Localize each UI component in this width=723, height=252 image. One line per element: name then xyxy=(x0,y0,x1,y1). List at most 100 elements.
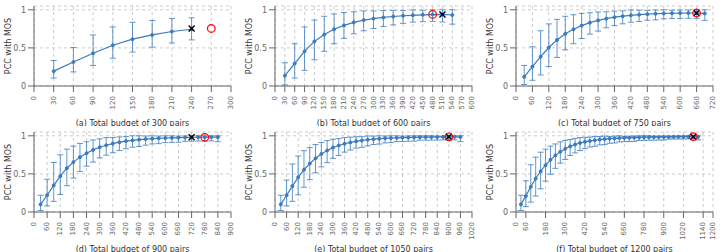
svg-text:600: 600 xyxy=(161,222,169,235)
svg-text:120: 120 xyxy=(56,222,64,235)
svg-text:720: 720 xyxy=(188,222,196,235)
svg-text:120: 120 xyxy=(109,96,117,109)
svg-text:180: 180 xyxy=(306,222,314,235)
svg-text:180: 180 xyxy=(542,222,550,235)
svg-text:1: 1 xyxy=(262,132,267,141)
svg-text:240: 240 xyxy=(578,96,586,109)
svg-text:840: 840 xyxy=(433,222,441,235)
svg-text:30: 30 xyxy=(50,96,58,105)
svg-text:540: 540 xyxy=(448,96,456,109)
svg-text:60: 60 xyxy=(291,96,299,105)
svg-text:390: 390 xyxy=(399,96,407,109)
svg-text:90: 90 xyxy=(89,96,97,105)
svg-text:900: 900 xyxy=(660,222,668,235)
svg-text:510: 510 xyxy=(438,96,446,109)
svg-text:540: 540 xyxy=(660,96,668,109)
svg-text:540: 540 xyxy=(148,222,156,235)
svg-text:900: 900 xyxy=(445,222,453,235)
svg-text:420: 420 xyxy=(581,222,589,235)
svg-text:780: 780 xyxy=(422,222,430,235)
svg-text:60: 60 xyxy=(43,222,51,231)
svg-text:420: 420 xyxy=(409,96,417,109)
svg-text:270: 270 xyxy=(360,96,368,109)
svg-text:720: 720 xyxy=(709,96,717,109)
svg-text:0: 0 xyxy=(503,82,508,91)
svg-text:240: 240 xyxy=(83,222,91,235)
svg-text:0.5: 0.5 xyxy=(495,44,508,53)
svg-text:60: 60 xyxy=(283,222,291,231)
svg-text:300: 300 xyxy=(594,96,602,109)
svg-text:0.5: 0.5 xyxy=(254,44,267,53)
svg-text:960: 960 xyxy=(456,222,464,235)
svg-text:(a) Total budget of 300 pairs: (a) Total budget of 300 pairs xyxy=(76,119,190,126)
svg-text:480: 480 xyxy=(364,222,372,235)
svg-text:300: 300 xyxy=(370,96,378,109)
svg-text:0: 0 xyxy=(30,96,38,100)
svg-text:300: 300 xyxy=(561,222,569,235)
svg-text:0: 0 xyxy=(271,96,279,100)
svg-text:PCC with MOS: PCC with MOS xyxy=(245,144,254,200)
svg-text:0.5: 0.5 xyxy=(13,170,26,179)
svg-text:600: 600 xyxy=(676,96,684,109)
svg-text:300: 300 xyxy=(96,222,104,235)
svg-text:120: 120 xyxy=(310,96,318,109)
svg-text:90: 90 xyxy=(301,96,309,105)
svg-text:270: 270 xyxy=(207,96,215,109)
svg-text:1200: 1200 xyxy=(709,222,717,240)
svg-text:480: 480 xyxy=(135,222,143,235)
svg-text:1: 1 xyxy=(503,132,508,141)
svg-text:0.5: 0.5 xyxy=(13,44,26,53)
svg-text:570: 570 xyxy=(458,96,466,109)
svg-text:1020: 1020 xyxy=(679,222,687,240)
svg-text:180: 180 xyxy=(148,96,156,109)
svg-text:PCC with MOS: PCC with MOS xyxy=(486,144,495,200)
svg-text:PCC with MOS: PCC with MOS xyxy=(486,18,495,74)
svg-text:180: 180 xyxy=(330,96,338,109)
svg-text:600: 600 xyxy=(387,222,395,235)
svg-text:0: 0 xyxy=(262,208,267,217)
svg-text:(c) Total budget of 750 pairs: (c) Total budget of 750 pairs xyxy=(558,119,671,126)
svg-text:360: 360 xyxy=(389,96,397,109)
svg-text:1: 1 xyxy=(503,6,508,15)
svg-text:360: 360 xyxy=(611,96,619,109)
svg-text:PCC with MOS: PCC with MOS xyxy=(4,18,13,74)
svg-text:660: 660 xyxy=(398,222,406,235)
svg-text:720: 720 xyxy=(410,222,418,235)
svg-text:0: 0 xyxy=(512,222,520,226)
svg-text:1020: 1020 xyxy=(468,222,476,240)
svg-text:330: 330 xyxy=(379,96,387,109)
svg-text:420: 420 xyxy=(122,222,130,235)
svg-text:150: 150 xyxy=(129,96,137,109)
svg-text:0: 0 xyxy=(271,222,279,226)
svg-text:210: 210 xyxy=(168,96,176,109)
svg-text:(f) Total budget of 1200 pairs: (f) Total budget of 1200 pairs xyxy=(556,245,673,252)
svg-text:840: 840 xyxy=(214,222,222,235)
svg-text:360: 360 xyxy=(341,222,349,235)
svg-text:240: 240 xyxy=(350,96,358,109)
svg-text:1: 1 xyxy=(21,6,26,15)
svg-text:30: 30 xyxy=(281,96,289,105)
svg-text:120: 120 xyxy=(294,222,302,235)
svg-text:540: 540 xyxy=(375,222,383,235)
svg-text:900: 900 xyxy=(227,222,235,235)
svg-text:600: 600 xyxy=(468,96,476,109)
svg-text:0: 0 xyxy=(21,82,26,91)
svg-text:0: 0 xyxy=(512,96,520,100)
svg-text:240: 240 xyxy=(317,222,325,235)
svg-text:0.5: 0.5 xyxy=(495,170,508,179)
svg-text:60: 60 xyxy=(69,96,77,105)
svg-text:(b) Total budget of 600 pairs: (b) Total budget of 600 pairs xyxy=(317,119,431,126)
svg-text:150: 150 xyxy=(320,96,328,109)
svg-text:1: 1 xyxy=(262,6,267,15)
svg-text:0: 0 xyxy=(21,208,26,217)
svg-text:60: 60 xyxy=(528,96,536,105)
svg-text:PCC with MOS: PCC with MOS xyxy=(4,144,13,200)
svg-text:300: 300 xyxy=(329,222,337,235)
svg-text:0: 0 xyxy=(262,82,267,91)
svg-text:540: 540 xyxy=(601,222,609,235)
svg-text:450: 450 xyxy=(419,96,427,109)
svg-text:(e) Total budget of 1050 pairs: (e) Total budget of 1050 pairs xyxy=(314,245,433,252)
svg-text:420: 420 xyxy=(352,222,360,235)
svg-text:120: 120 xyxy=(545,96,553,109)
svg-text:660: 660 xyxy=(693,96,701,109)
